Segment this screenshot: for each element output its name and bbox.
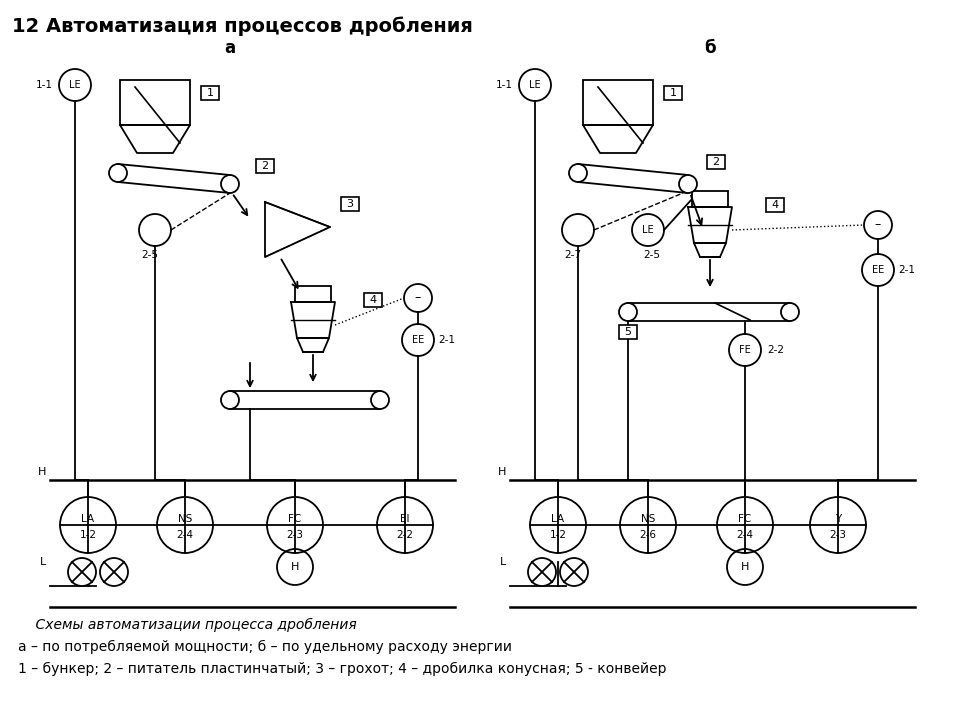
Text: 2-2: 2-2 (396, 530, 414, 540)
Text: FC: FC (288, 514, 301, 524)
Text: 2-5: 2-5 (141, 250, 158, 260)
Circle shape (100, 558, 128, 586)
Text: б: б (705, 39, 716, 57)
Text: LE: LE (69, 80, 81, 90)
Text: FC: FC (738, 514, 752, 524)
Text: 3: 3 (347, 199, 353, 209)
Text: –: – (415, 292, 421, 305)
Text: Н: Н (497, 467, 506, 477)
Circle shape (528, 558, 556, 586)
Text: NS: NS (641, 514, 655, 524)
Text: 2-3: 2-3 (286, 530, 303, 540)
Text: 2-1: 2-1 (438, 335, 455, 345)
Circle shape (68, 558, 96, 586)
Text: LA: LA (551, 514, 564, 524)
Circle shape (781, 303, 799, 321)
Text: EI: EI (400, 514, 410, 524)
Text: Н: Н (741, 562, 749, 572)
Text: Н: Н (37, 467, 46, 477)
Bar (341, 197, 359, 211)
Bar (692, 191, 728, 207)
Bar (256, 159, 274, 173)
Text: Н: Н (291, 562, 300, 572)
Text: EE: EE (872, 265, 884, 275)
Text: 1-1: 1-1 (36, 80, 53, 90)
Text: 2-2: 2-2 (767, 345, 784, 355)
Text: –: – (875, 218, 881, 232)
Text: 2-4: 2-4 (736, 530, 754, 540)
Circle shape (371, 391, 389, 409)
Circle shape (679, 175, 697, 193)
Circle shape (109, 164, 127, 182)
Bar (364, 293, 382, 307)
Circle shape (560, 558, 588, 586)
Bar (583, 80, 653, 125)
Text: 2-6: 2-6 (639, 530, 657, 540)
Text: 1 – бункер; 2 – питатель пластинчатый; 3 – грохот; 4 – дробилка конусная; 5 - ко: 1 – бункер; 2 – питатель пластинчатый; 3… (18, 662, 666, 676)
Text: 2-7: 2-7 (564, 250, 582, 260)
Text: а: а (225, 39, 235, 57)
Text: L: L (500, 557, 506, 567)
Circle shape (221, 391, 239, 409)
Bar (201, 86, 219, 100)
Text: L: L (39, 557, 46, 567)
Text: FE: FE (739, 345, 751, 355)
Text: 2: 2 (712, 157, 720, 167)
Text: 2-3: 2-3 (829, 530, 847, 540)
Text: 5: 5 (625, 327, 632, 337)
Bar (295, 286, 331, 302)
Text: 2-1: 2-1 (898, 265, 915, 275)
Text: NS: NS (178, 514, 192, 524)
Text: Y: Y (835, 514, 841, 524)
Text: 2: 2 (261, 161, 269, 171)
Circle shape (221, 175, 239, 193)
Text: EE: EE (412, 335, 424, 345)
Bar (619, 325, 637, 339)
Text: 4: 4 (370, 295, 376, 305)
Text: 2-5: 2-5 (643, 250, 660, 260)
Text: 2-4: 2-4 (177, 530, 194, 540)
Text: 1: 1 (206, 88, 213, 98)
Text: 1-2: 1-2 (549, 530, 566, 540)
Text: 4: 4 (772, 200, 779, 210)
Text: 1-2: 1-2 (80, 530, 97, 540)
Text: Схемы автоматизации процесса дробления: Схемы автоматизации процесса дробления (18, 618, 357, 632)
Bar (120, 80, 190, 125)
Circle shape (569, 164, 587, 182)
Text: LA: LA (82, 514, 95, 524)
Text: LE: LE (529, 80, 540, 90)
Text: 1-1: 1-1 (496, 80, 513, 90)
Text: LE: LE (642, 225, 654, 235)
Bar (766, 198, 784, 212)
Bar (664, 86, 682, 100)
Text: 1: 1 (669, 88, 677, 98)
Text: а – по потребляемой мощности; б – по удельному расходу энергии: а – по потребляемой мощности; б – по уде… (18, 640, 512, 654)
Text: 12 Автоматизация процессов дробления: 12 Автоматизация процессов дробления (12, 16, 473, 35)
Circle shape (619, 303, 637, 321)
Bar (707, 155, 725, 169)
